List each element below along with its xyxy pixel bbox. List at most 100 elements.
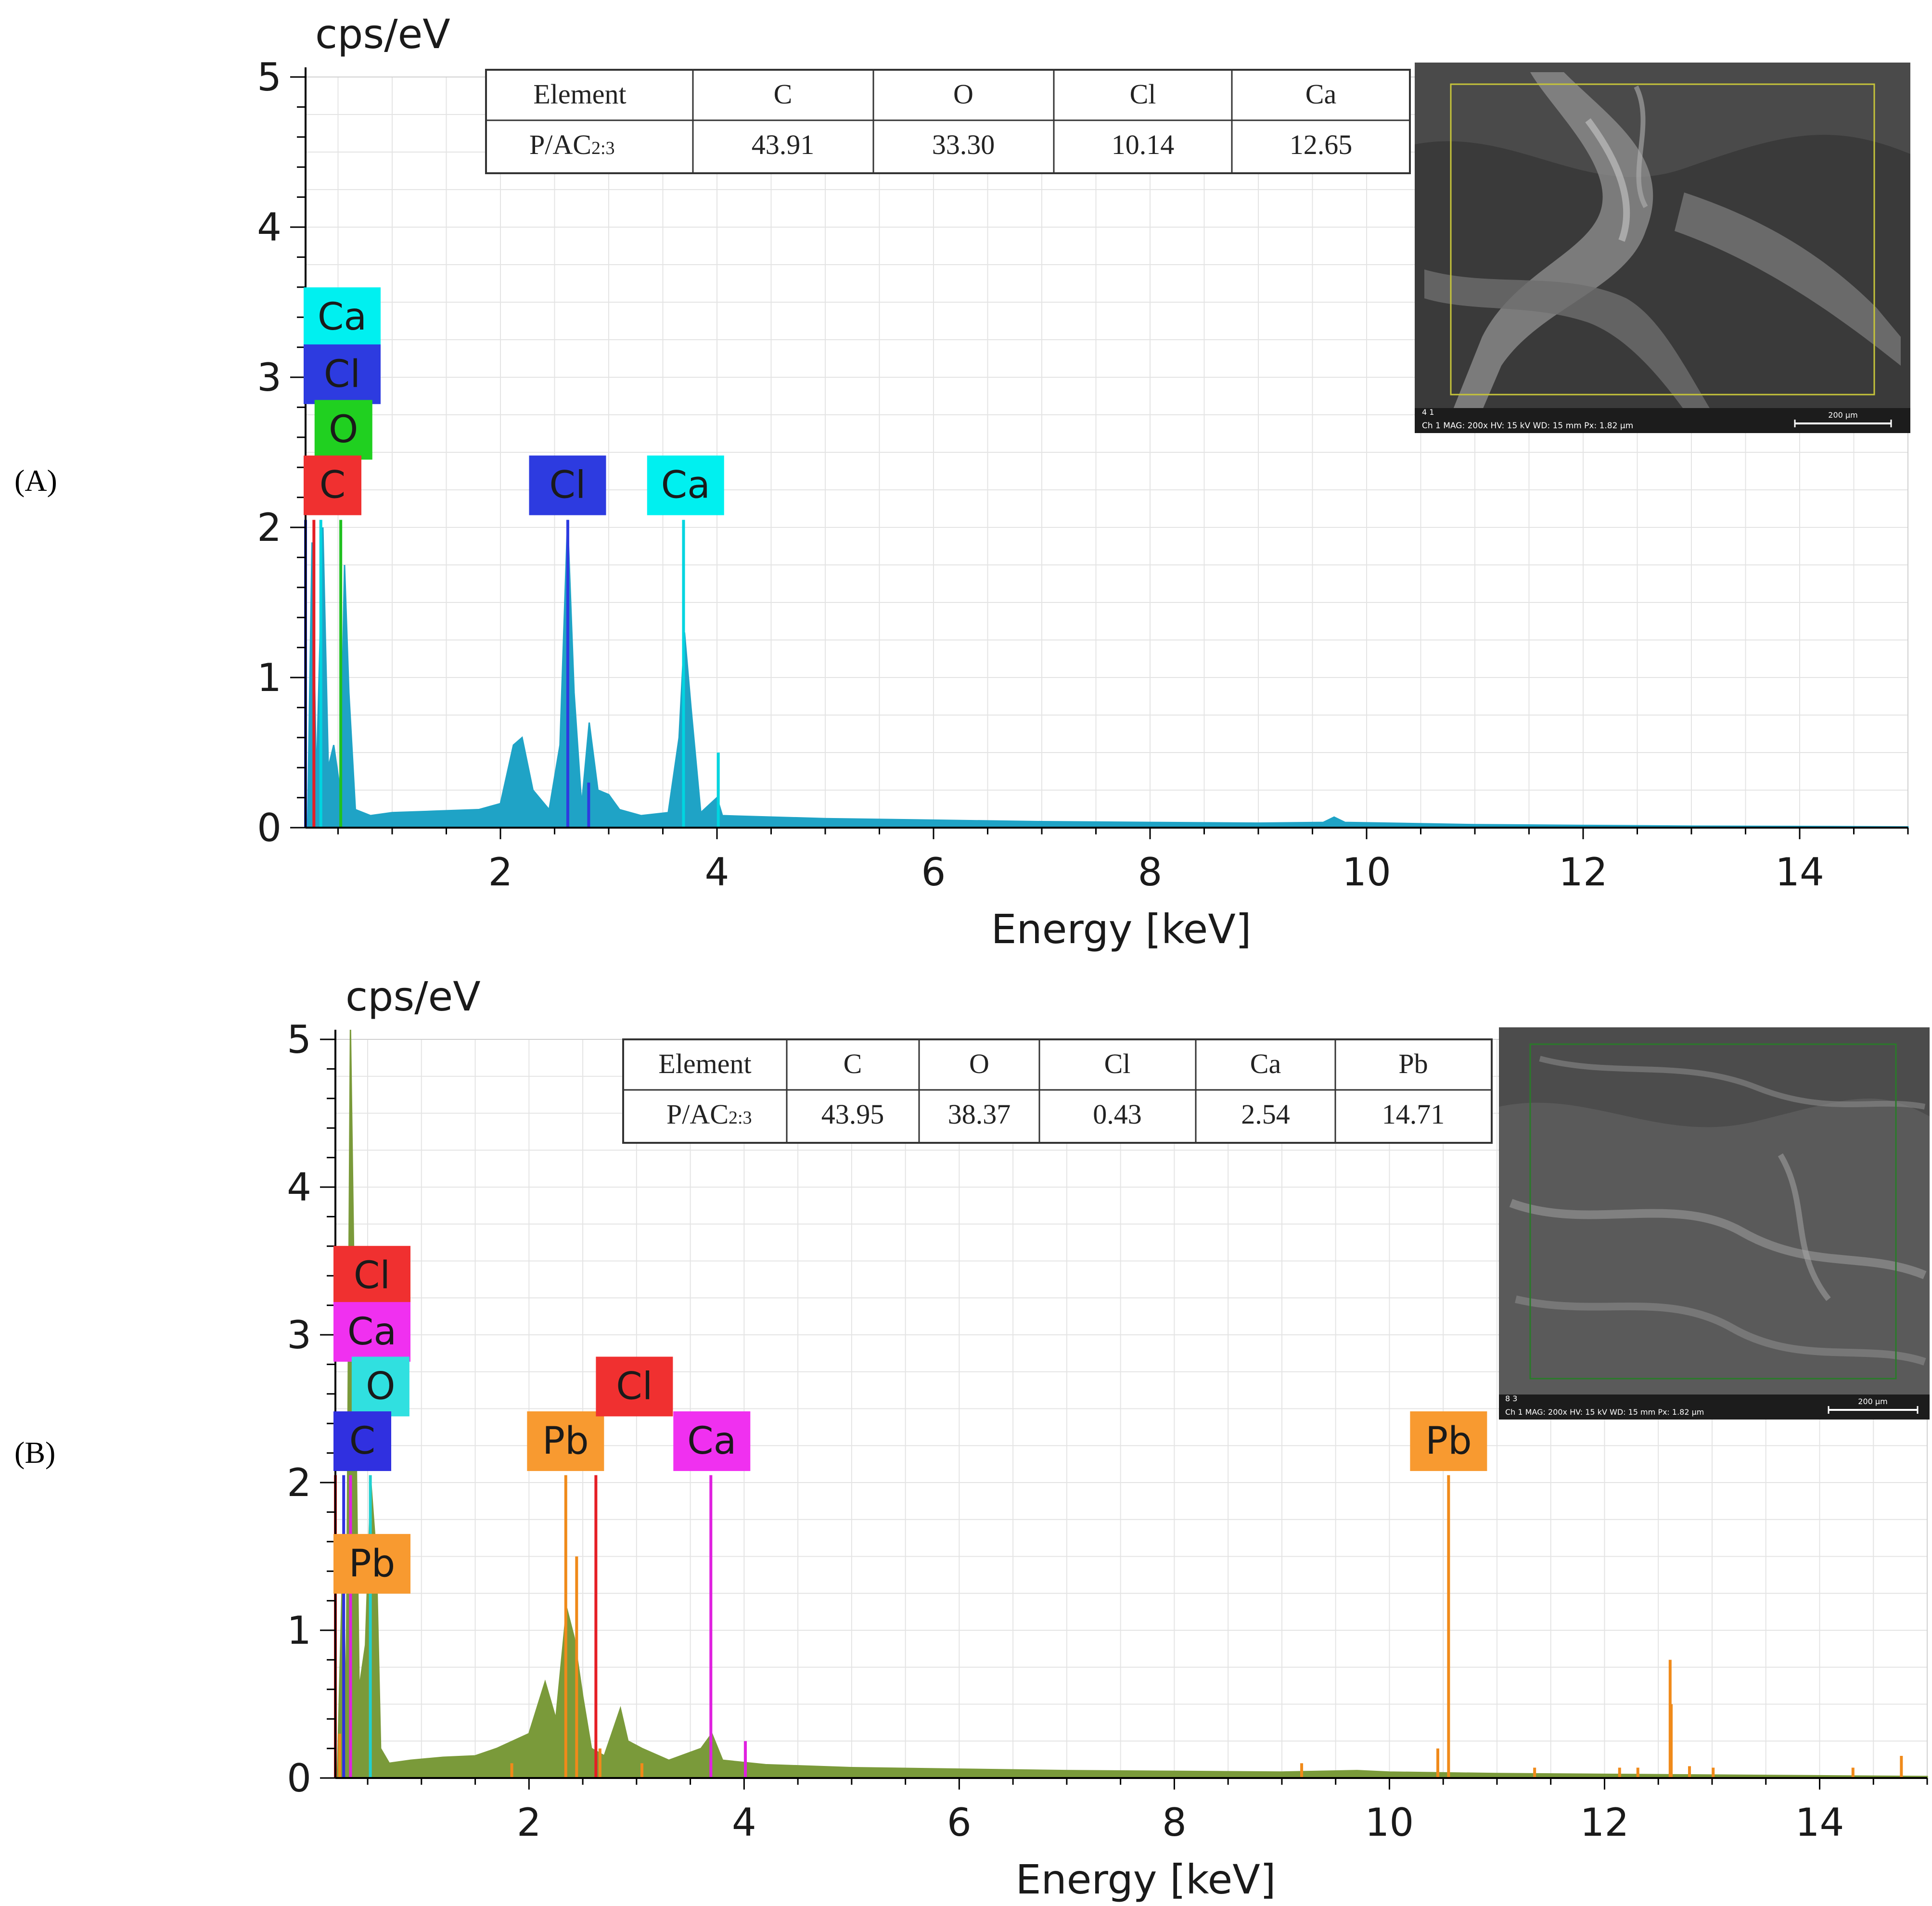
table-header-cell: Cl [1104,1048,1131,1079]
composition-table: Element C O Cl Ca P/AC2:3 43.91 33.30 10… [485,69,1411,174]
y-tick-label: 3 [287,1313,311,1357]
y-tick-label: 4 [257,205,281,250]
sem-caption: Ch 1 MAG: 200x HV: 15 kV WD: 15 mm Px: 1… [1422,421,1633,431]
y-tick-label: 5 [287,1017,311,1062]
x-axis-label: Energy [keV] [991,906,1251,953]
element-label-box [351,1356,409,1417]
element-label: Pb [349,1542,396,1586]
element-label: Cl [354,1254,390,1297]
element-label: C [349,1420,375,1463]
element-label-box [1410,1411,1487,1471]
element-label: Ca [318,295,367,339]
y-tick-label: 5 [257,55,281,100]
x-tick-label: 10 [1342,850,1391,895]
x-tick-label: 12 [1580,1800,1629,1845]
table-row-label: P/AC2:3 [666,1099,752,1130]
spectrum-area [307,520,1909,829]
y-tick-label: 2 [257,505,281,550]
table-cell: 10.14 [1112,129,1175,160]
element-label-box [304,344,381,404]
sem-id: 8 3 [1505,1394,1517,1403]
x-tick-label: 14 [1775,850,1824,895]
table-header-cell: Element [533,78,626,110]
element-label: Cl [616,1365,653,1408]
table-header-cell: Ca [1250,1048,1281,1079]
table-header-cell: Pb [1398,1048,1428,1079]
table-cell: 38.37 [948,1099,1011,1130]
table-cell: 12.65 [1290,129,1353,160]
element-label: Ca [347,1310,397,1354]
row-label-main: P/AC [529,129,591,160]
x-tick-label: 14 [1795,1800,1844,1845]
sem-caption: Ch 1 MAG: 200x HV: 15 kV WD: 15 mm Px: 1… [1505,1407,1704,1417]
x-tick-label: 2 [517,1800,541,1845]
sem-id: 4 1 [1422,408,1434,417]
panel-label: (B) [14,1435,55,1470]
element-label: C [320,464,345,507]
x-tick-label: 8 [1138,850,1163,895]
y-tick-label: 3 [257,355,281,400]
element-label: O [366,1365,395,1408]
sem-image: 4 1 Ch 1 MAG: 200x HV: 15 kV WD: 15 mm P… [1415,63,1910,433]
table-header-cell: Element [658,1048,751,1079]
element-label-box [304,287,381,347]
element-label-box [314,400,372,460]
element-label-box [673,1411,751,1471]
table-row-label: P/AC2:3 [529,129,615,160]
element-label: O [329,408,358,451]
element-label-box [596,1356,673,1417]
element-label: Cl [324,353,360,396]
row-label-main: P/AC [666,1099,729,1130]
row-label-sub: 2:3 [591,138,615,158]
element-label: Pb [1425,1420,1472,1463]
element-label-box [333,1302,410,1362]
table-header-cell: C [774,78,793,110]
y-tick-label: 1 [257,655,281,700]
element-label-box [333,1411,391,1471]
table-cell: 14.71 [1382,1099,1445,1130]
composition-table: Element C O Cl Ca Pb P/AC2:3 43.95 38.37… [622,1038,1493,1144]
sem-scale-bar: 200 µm [1828,410,1857,420]
x-tick-label: 12 [1559,850,1608,895]
x-tick-label: 10 [1365,1800,1414,1845]
table-cell: 0.43 [1093,1099,1142,1130]
y-tick-label: 4 [287,1165,311,1210]
row-label-sub: 2:3 [729,1108,752,1128]
y-tick-label: 0 [287,1756,311,1801]
x-tick-label: 6 [947,1800,972,1845]
table-header-cell: Ca [1305,78,1336,110]
element-label-box [529,455,606,515]
table-header-cell: O [969,1048,989,1079]
y-tick-label: 1 [287,1608,311,1653]
table-header-cell: O [953,78,973,110]
element-label: Cl [549,464,586,507]
x-axis-label: Energy [keV] [1015,1856,1276,1903]
y-tick-label: 0 [257,806,281,850]
table-cell: 33.30 [932,129,995,160]
element-label: Ca [661,464,710,507]
element-label-box [647,455,724,515]
element-label: Pb [542,1420,589,1463]
element-label-box [333,1246,410,1306]
sem-scale-bar: 200 µm [1858,1397,1887,1406]
element-label-box [333,1534,410,1594]
sem-image: 8 3 Ch 1 MAG: 200x HV: 15 kV WD: 15 mm P… [1499,1027,1930,1420]
x-tick-label: 6 [921,850,946,895]
table-cell: 43.95 [821,1099,884,1130]
x-tick-label: 4 [705,850,729,895]
x-tick-label: 4 [732,1800,756,1845]
element-label-box [304,455,361,515]
table-header-cell: C [844,1048,862,1079]
table-header-cell: Cl [1130,78,1156,110]
y-unit-label: cps/eV [315,11,450,58]
y-tick-label: 2 [287,1460,311,1505]
table-cell: 2.54 [1241,1099,1290,1130]
panel-label: (A) [14,463,57,498]
element-label-box [527,1411,604,1471]
x-tick-label: 8 [1162,1800,1187,1845]
table-cell: 43.91 [752,129,815,160]
